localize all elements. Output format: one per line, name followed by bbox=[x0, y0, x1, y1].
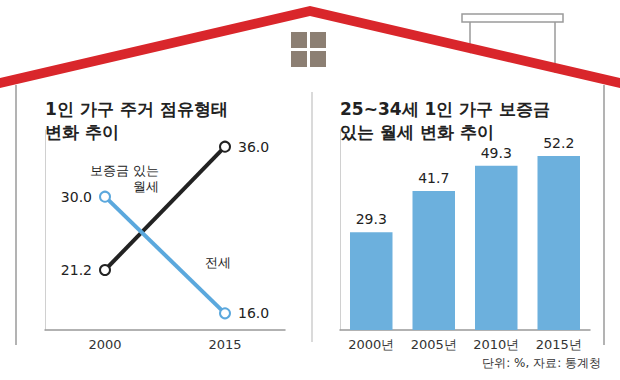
svg-text:49.3: 49.3 bbox=[481, 145, 512, 161]
svg-text:보증금 있는: 보증금 있는 bbox=[90, 163, 159, 178]
svg-text:2010년: 2010년 bbox=[473, 337, 519, 352]
svg-text:16.0: 16.0 bbox=[238, 305, 269, 321]
svg-text:21.2: 21.2 bbox=[61, 262, 92, 278]
svg-text:단위: %, 자료: 통계청: 단위: %, 자료: 통계청 bbox=[482, 356, 601, 370]
svg-text:2005년: 2005년 bbox=[411, 337, 457, 352]
svg-text:2000년: 2000년 bbox=[348, 337, 394, 352]
svg-text:2000: 2000 bbox=[88, 337, 121, 352]
svg-text:전세: 전세 bbox=[205, 255, 231, 270]
svg-text:25~34세 1인 가구 보증금: 25~34세 1인 가구 보증금 bbox=[340, 99, 550, 119]
svg-text:41.7: 41.7 bbox=[418, 170, 449, 186]
svg-text:있는 월세 변화 추이: 있는 월세 변화 추이 bbox=[340, 122, 494, 142]
svg-text:변화 추이: 변화 추이 bbox=[45, 122, 119, 142]
svg-text:2015년: 2015년 bbox=[536, 337, 582, 352]
svg-text:36.0: 36.0 bbox=[238, 139, 269, 155]
svg-text:30.0: 30.0 bbox=[61, 189, 92, 205]
svg-text:52.2: 52.2 bbox=[543, 135, 574, 151]
svg-text:29.3: 29.3 bbox=[356, 211, 387, 227]
svg-text:2015: 2015 bbox=[208, 337, 241, 352]
svg-text:1인 가구 주거 점유형태: 1인 가구 주거 점유형태 bbox=[45, 99, 228, 119]
svg-text:월세: 월세 bbox=[133, 179, 159, 194]
